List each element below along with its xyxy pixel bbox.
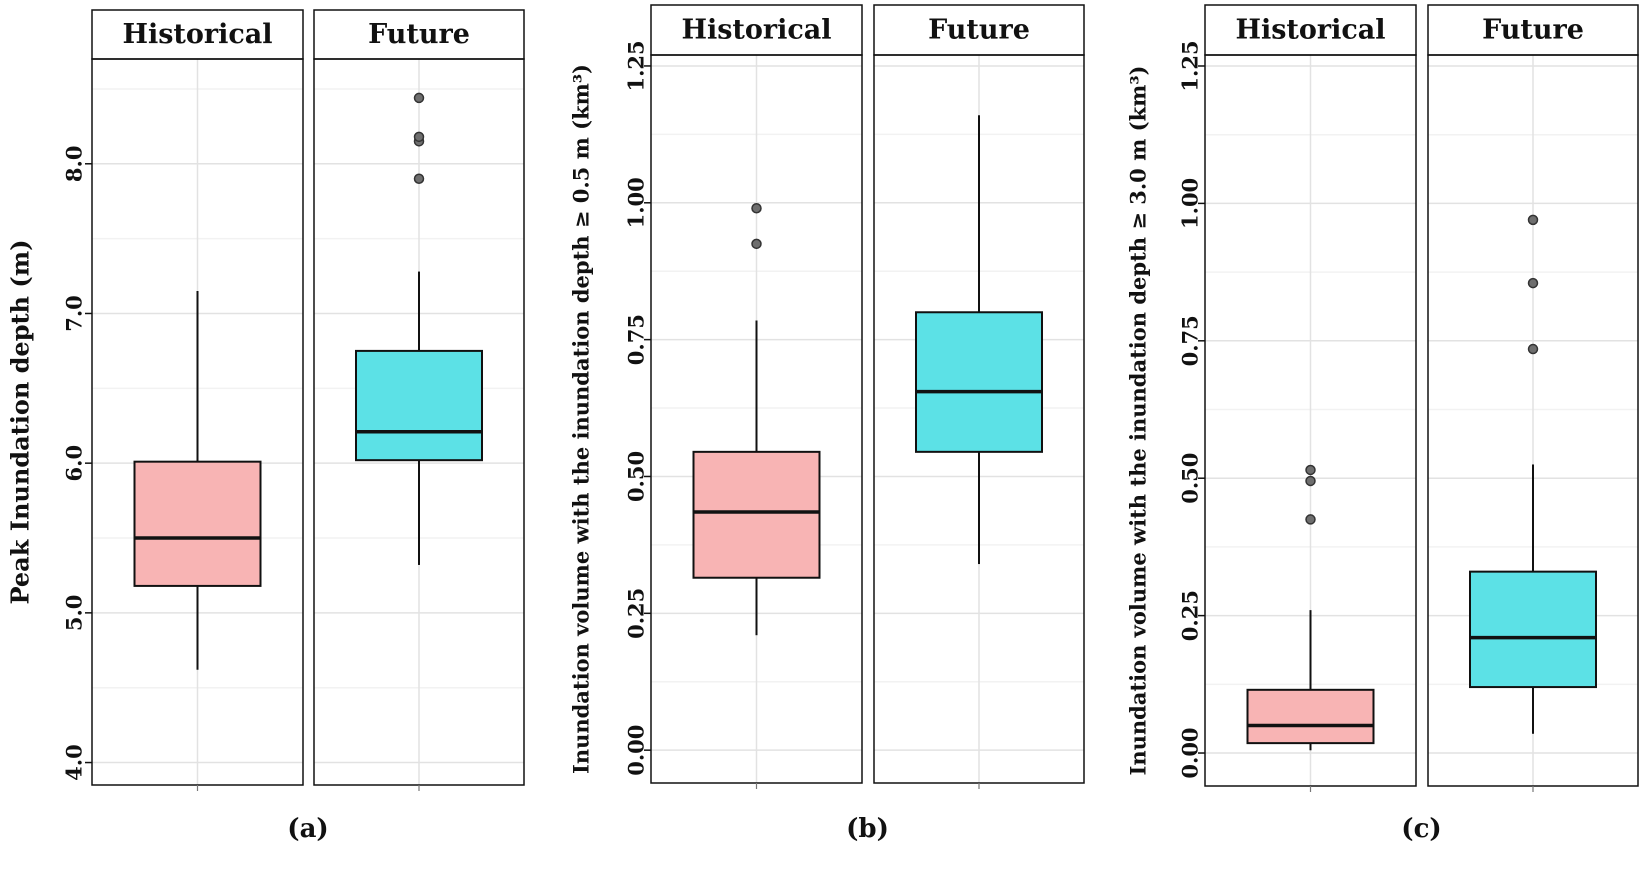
strip-header [873, 4, 1085, 56]
strip-label: Historical [681, 15, 831, 46]
chart-c: Inundation volume with the inundation de… [1126, 4, 1639, 844]
strip-header [1427, 4, 1639, 56]
y-tick-label: 8.0 [62, 146, 87, 183]
box [355, 349, 483, 462]
panel-historical: Historical [91, 9, 304, 791]
outlier-point [1527, 277, 1539, 289]
y-tick-label: 1.25 [624, 40, 649, 91]
strip-header [650, 4, 863, 56]
y-tick-label: 1.25 [1178, 40, 1203, 91]
subfigure-label: (b) [846, 814, 889, 844]
box [1246, 688, 1375, 745]
box [133, 460, 262, 587]
strip-label: Future [928, 15, 1030, 46]
strip-header [1204, 4, 1417, 56]
y-tick-label: 5.0 [62, 595, 87, 632]
outlier-point [413, 92, 425, 104]
y-axis-label: Peak Inundation depth (m) [6, 240, 35, 605]
panel-future: Future [313, 9, 525, 791]
outlier-point [751, 238, 762, 250]
y-axis-label: Inundation volume with the inundation de… [1126, 66, 1151, 776]
strip-label: Historical [1235, 15, 1385, 46]
strip-label: Historical [122, 19, 272, 50]
panel-historical: Historical [1204, 4, 1417, 792]
y-tick-label: 0.00 [1178, 727, 1203, 778]
box [915, 311, 1043, 453]
y-tick-label: 0.50 [624, 451, 649, 502]
chart-b: Inundation volume with the inundation de… [569, 4, 1085, 844]
y-tick-label: 0.25 [1178, 590, 1203, 641]
outlier-point [413, 131, 425, 143]
outlier-point [1527, 343, 1539, 355]
panel-historical: Historical [650, 4, 863, 789]
y-tick-label: 7.0 [62, 295, 87, 332]
y-tick-label: 0.75 [624, 314, 649, 365]
panel-future: Future [1427, 4, 1639, 792]
outlier-point [1305, 514, 1316, 525]
y-axis-label: Inundation volume with the inundation de… [569, 64, 594, 774]
y-tick-label: 1.00 [624, 177, 649, 228]
y-tick-label: 0.25 [624, 588, 649, 639]
y-tick-label: 1.00 [1178, 178, 1203, 229]
box [1469, 570, 1597, 689]
panel-future: Future [873, 4, 1085, 789]
chart-a: Peak Inundation depth (m) 4.0 5.0 6.0 7.0 8.0… [6, 9, 525, 844]
strip-label: Future [368, 19, 470, 50]
y-tick-label: 0.50 [1178, 453, 1203, 504]
outlier-point [1527, 214, 1539, 226]
subfigure-label: (a) [287, 814, 328, 844]
box [692, 450, 821, 579]
strip-label: Future [1482, 15, 1584, 46]
outlier-point [1305, 464, 1316, 476]
outlier-point [1305, 475, 1316, 487]
y-tick-label: 0.75 [1178, 315, 1203, 366]
y-tick-label: 4.0 [62, 744, 87, 781]
outlier-point [751, 203, 762, 214]
subfigure-label: (c) [1401, 814, 1441, 844]
outlier-point [413, 173, 425, 185]
y-tick-label: 0.00 [624, 725, 649, 776]
y-tick-label: 6.0 [62, 445, 87, 482]
